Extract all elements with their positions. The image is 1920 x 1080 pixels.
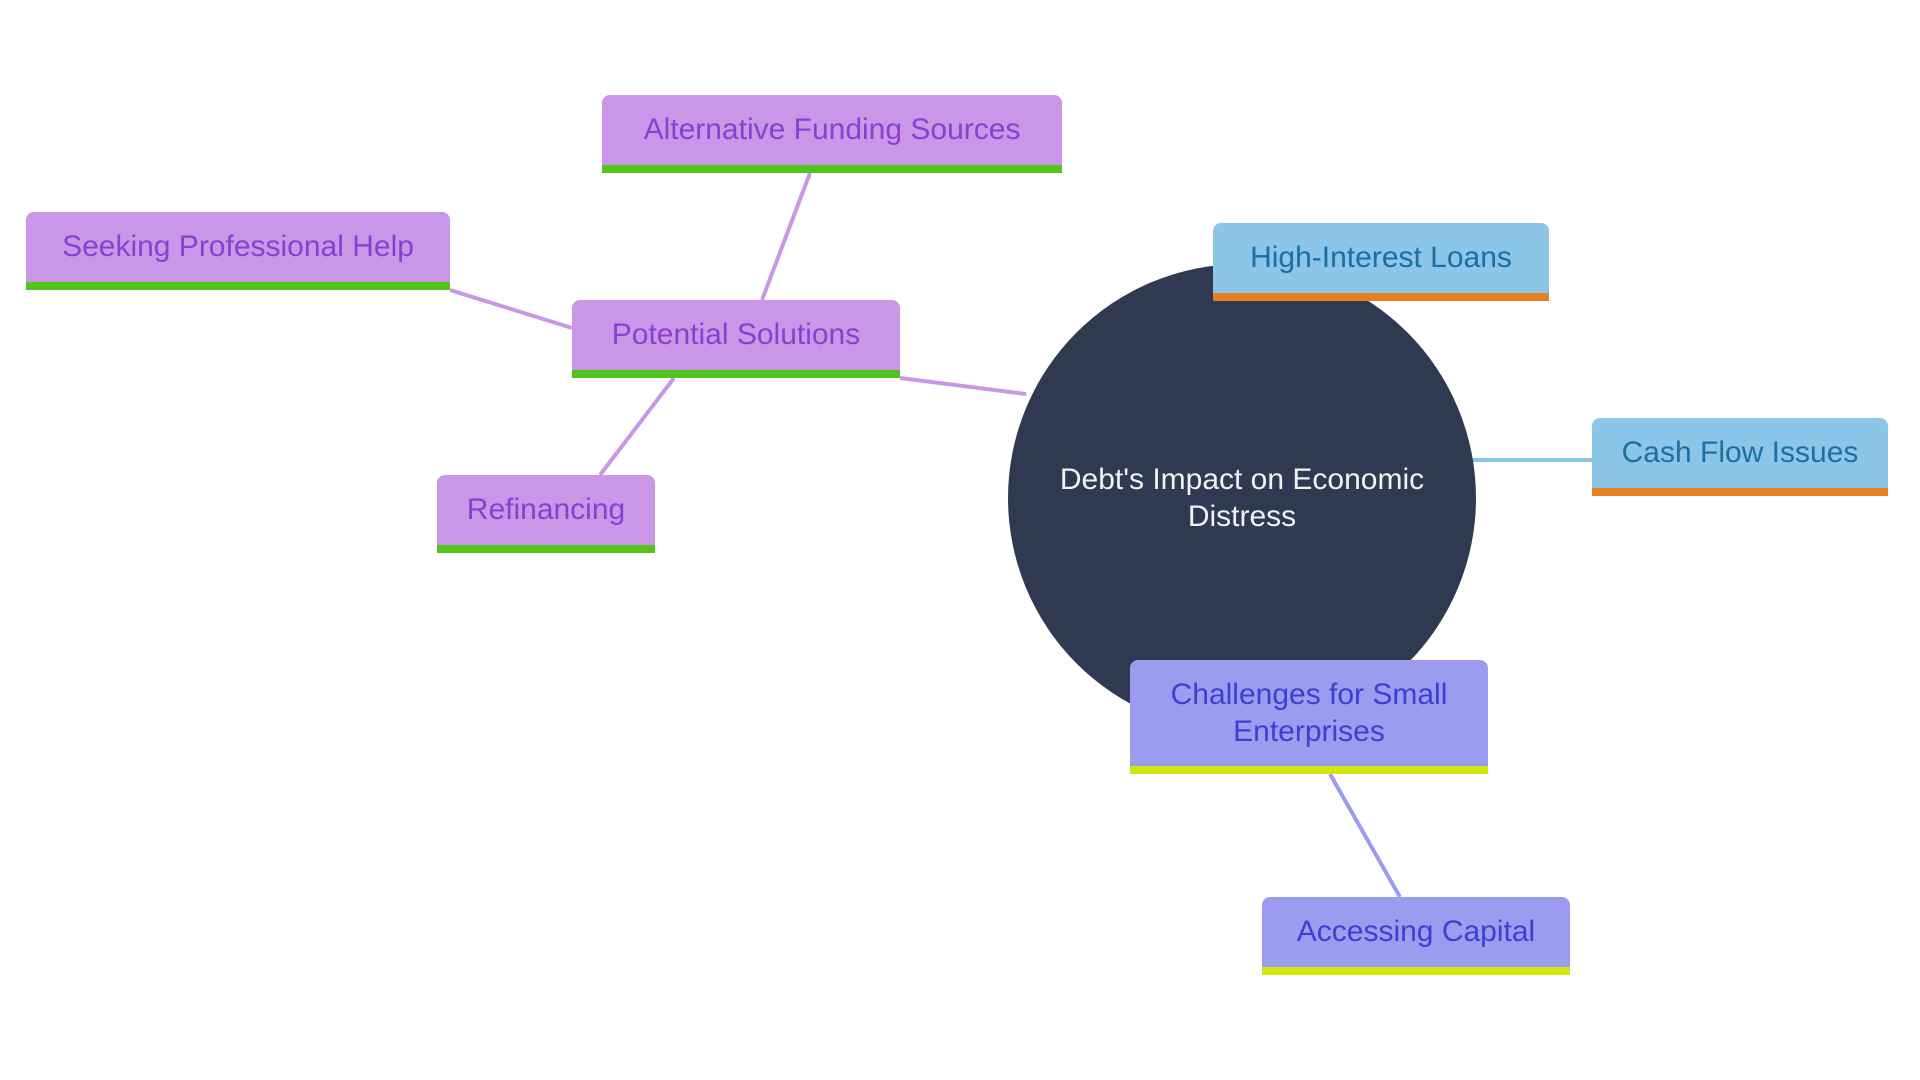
node-label: Accessing Capital — [1297, 913, 1535, 951]
edge — [900, 378, 1026, 394]
node-label: High-Interest Loans — [1250, 239, 1512, 277]
node-label: Cash Flow Issues — [1622, 434, 1859, 472]
node-seek_help: Seeking Professional Help — [26, 212, 450, 290]
edge — [1330, 774, 1400, 897]
node-potential_solutions: Potential Solutions — [572, 300, 900, 378]
node-refinancing: Refinancing — [437, 475, 655, 553]
edge — [762, 173, 810, 300]
node-label: Refinancing — [467, 491, 625, 529]
node-label: Potential Solutions — [612, 316, 861, 354]
node-label: Alternative Funding Sources — [644, 111, 1021, 149]
node-label: Challenges for Small Enterprises — [1150, 676, 1468, 751]
node-challenges: Challenges for Small Enterprises — [1130, 660, 1488, 774]
node-alt_funding: Alternative Funding Sources — [602, 95, 1062, 173]
edge — [600, 378, 674, 475]
diagram-canvas: Debt's Impact on Economic Distress Poten… — [0, 0, 1920, 1080]
center-node-label: Debt's Impact on Economic Distress — [1028, 461, 1456, 536]
node-label: Seeking Professional Help — [62, 228, 414, 266]
edge — [450, 290, 572, 328]
node-cash_flow: Cash Flow Issues — [1592, 418, 1888, 496]
node-accessing_capital: Accessing Capital — [1262, 897, 1570, 975]
node-high_interest: High-Interest Loans — [1213, 223, 1549, 301]
